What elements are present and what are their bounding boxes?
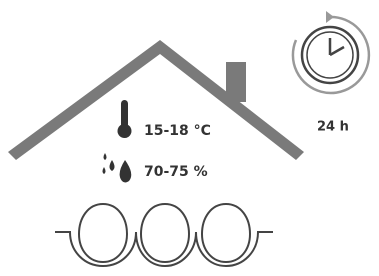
thermometer-icon (118, 100, 132, 138)
humidity-label: 70-75 % (144, 164, 208, 180)
storage-infographic: 15-18 °C 70-75 % 24 h (0, 0, 379, 272)
house-roof (8, 40, 304, 160)
egg-tray (55, 204, 273, 266)
humidity-icon (103, 153, 132, 183)
clock-icon (293, 11, 369, 93)
duration-label: 24 h (317, 120, 349, 135)
temperature-label: 15-18 °C (144, 123, 211, 139)
